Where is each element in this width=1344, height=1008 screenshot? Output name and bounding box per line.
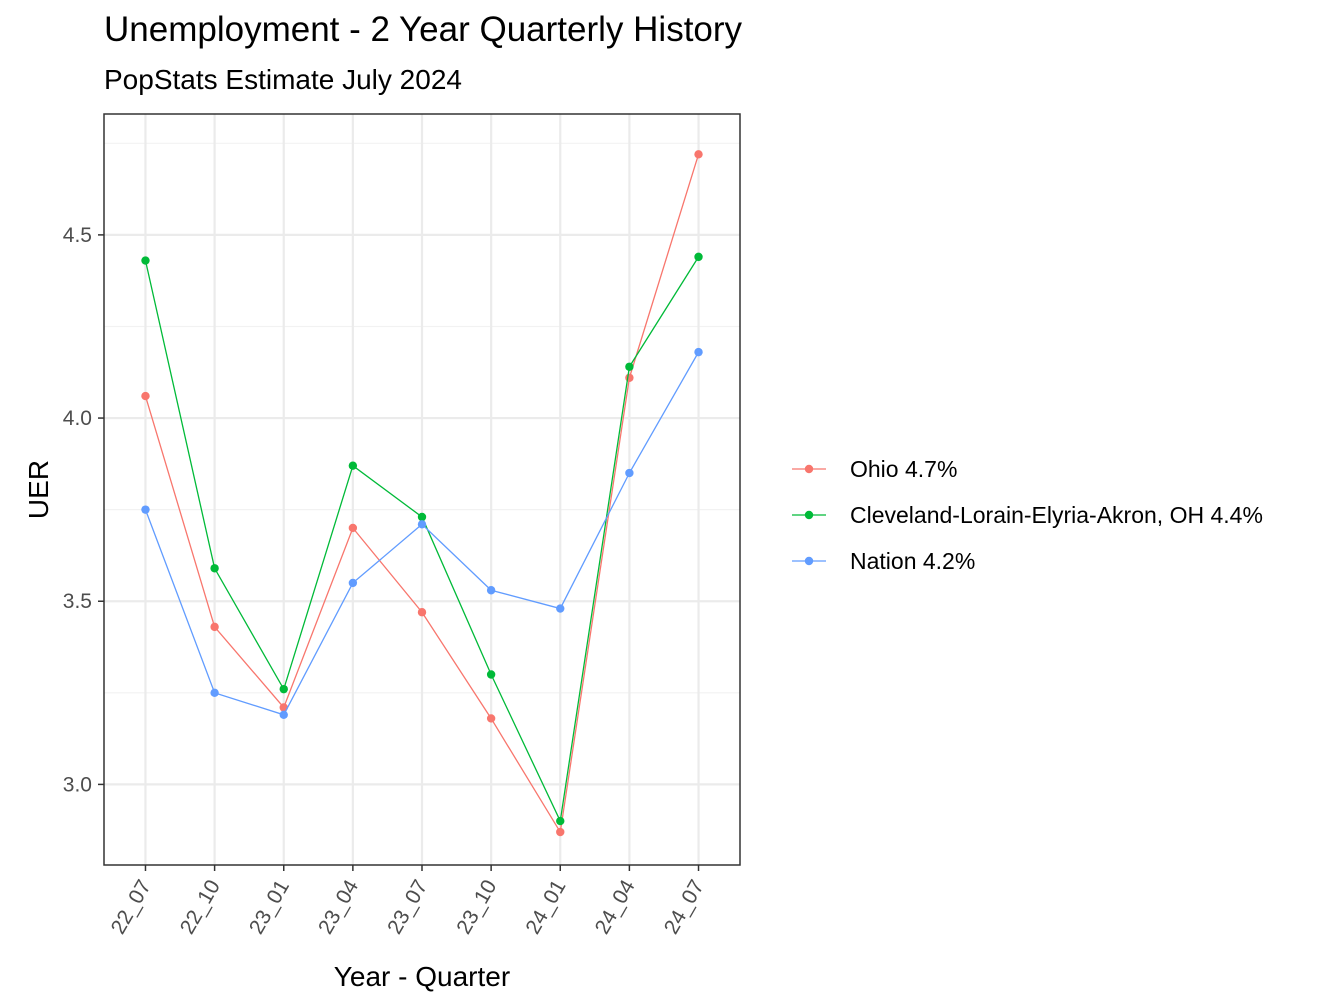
data-point	[417, 608, 427, 617]
chart-title: Unemployment - 2 Year Quarterly History	[104, 10, 743, 49]
y-axis-title: UER	[23, 460, 54, 519]
data-point	[694, 347, 703, 357]
x-tick-label: 23_04	[314, 876, 363, 938]
major-gridlines	[104, 114, 740, 865]
y-tick-label: 4.5	[63, 224, 92, 247]
chart-subtitle: PopStats Estimate July 2024	[104, 64, 462, 95]
data-point	[556, 604, 565, 613]
data-point	[348, 578, 358, 588]
series-layer	[141, 150, 703, 837]
data-point	[556, 827, 565, 837]
legend-label: Ohio 4.7%	[850, 456, 957, 482]
data-point	[210, 688, 219, 698]
x-tick-label: 24_07	[660, 876, 709, 938]
data-point	[141, 505, 150, 514]
data-point	[141, 256, 150, 265]
data-point	[694, 252, 703, 262]
legend-label: Nation 4.2%	[850, 548, 975, 574]
data-point	[625, 468, 634, 478]
x-tick-label: 24_01	[521, 876, 570, 938]
data-point	[348, 523, 358, 533]
data-point	[486, 586, 496, 595]
data-point	[486, 670, 496, 679]
x-tick-label: 22_10	[176, 876, 225, 938]
x-axis: 22_07 22_10 23_01 23_04 23_07 23_10 24_01 24_04…	[107, 865, 709, 938]
legend-label: Cleveland-Lorain-Elyria-Akron, OH 4.4%	[850, 502, 1263, 528]
legend-key-point	[804, 464, 814, 474]
data-point	[210, 564, 219, 573]
data-point	[141, 391, 150, 401]
y-axis: 3.0 3.5 4.0 4.5	[63, 224, 104, 796]
data-point	[417, 512, 427, 522]
data-point	[556, 816, 565, 826]
x-tick-label: 24_04	[591, 876, 640, 938]
data-point	[625, 362, 634, 371]
x-tick-label: 22_07	[107, 876, 156, 938]
data-point	[210, 622, 219, 632]
legend: Ohio 4.7% Cleveland-Lorain-Elyria-Akron, …	[792, 456, 1263, 574]
legend-key-point	[804, 510, 814, 520]
legend-key-point	[804, 556, 814, 566]
y-tick-label: 3.5	[63, 590, 92, 613]
data-point	[417, 520, 427, 529]
data-point	[279, 710, 288, 719]
x-tick-label: 23_01	[245, 876, 294, 938]
data-point	[625, 373, 634, 382]
x-tick-label: 23_10	[452, 876, 501, 938]
x-axis-title: Year - Quarter	[334, 961, 510, 992]
data-point	[348, 461, 358, 470]
data-point	[694, 150, 703, 159]
data-point	[279, 684, 288, 694]
data-point	[486, 714, 496, 723]
x-tick-label: 23_07	[383, 876, 432, 938]
y-tick-label: 4.0	[63, 407, 92, 430]
y-tick-label: 3.0	[63, 773, 92, 796]
